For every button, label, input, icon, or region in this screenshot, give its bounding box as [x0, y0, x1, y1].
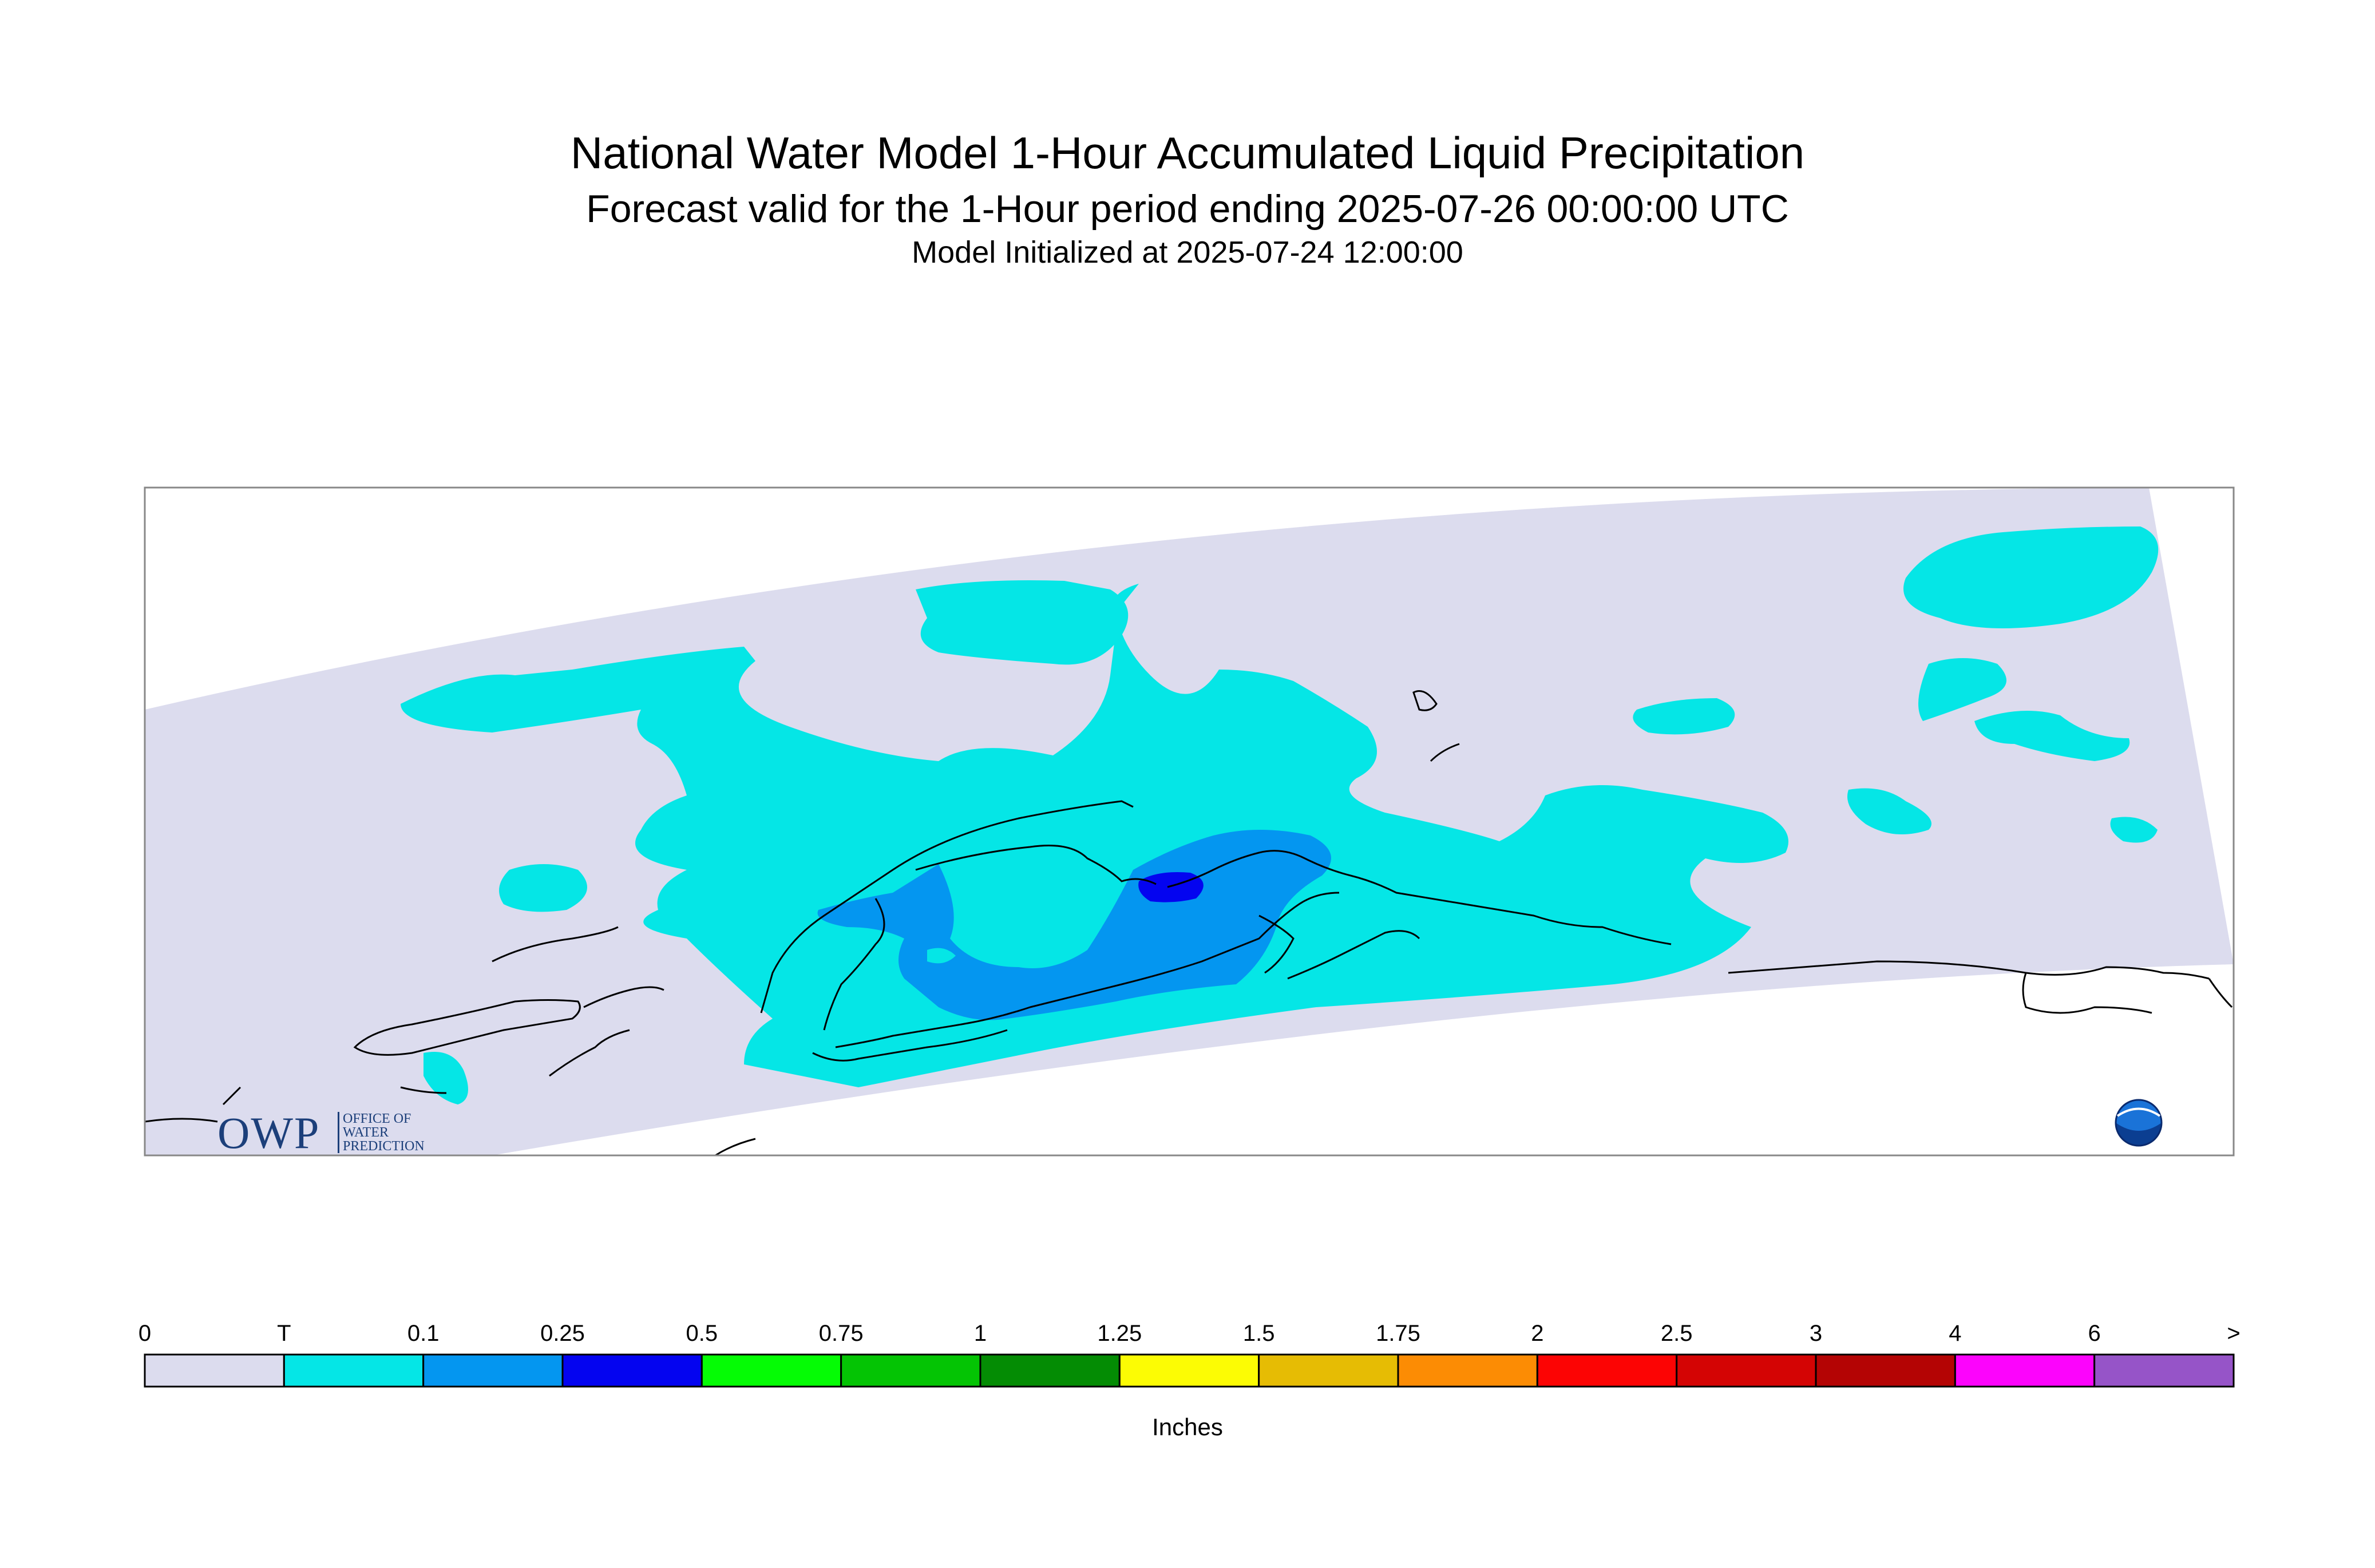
precip-trace-ne-small	[1918, 658, 2006, 721]
model-init-time: Model Initialized at 2025-07-24 12:00:00	[912, 235, 1463, 270]
legend-tick-label: 0.75	[818, 1321, 864, 1346]
legend-tick-label: >	[2227, 1321, 2241, 1346]
legend-swatch	[2093, 1353, 2235, 1388]
legend-swatch	[1815, 1353, 1956, 1388]
owp-logo-line: OFFICE OF	[343, 1111, 411, 1126]
legend-swatch	[422, 1353, 564, 1388]
legend-swatch	[979, 1353, 1121, 1388]
precip-trace-e3	[2110, 817, 2158, 843]
legend-tick-label: 1.75	[1376, 1321, 1420, 1346]
legend-swatch	[1258, 1353, 1399, 1388]
noaa-logo-icon	[2115, 1099, 2163, 1147]
map-subtitle: Forecast valid for the 1-Hour period end…	[586, 187, 1789, 231]
legend-swatch	[283, 1353, 425, 1388]
precip-trace-west	[499, 864, 587, 912]
legend-tick-label: 0.5	[686, 1321, 718, 1346]
owp-logo-text: OWP	[217, 1108, 320, 1158]
owp-logo: OWP OFFICE OF WATER PREDICTION	[217, 1107, 425, 1159]
legend-tick-label: T	[277, 1321, 291, 1346]
legend-swatch	[1118, 1353, 1260, 1388]
precip-trace-ne-large	[1903, 526, 2159, 628]
legend-swatch	[700, 1353, 842, 1388]
legend-swatch	[1676, 1353, 1817, 1388]
legend-swatch	[840, 1353, 981, 1388]
legend-tick-label: 0	[138, 1321, 152, 1346]
legend-tick-label: 2.5	[1660, 1321, 1693, 1346]
legend-swatch	[1397, 1353, 1538, 1388]
coastlines	[145, 690, 2233, 1155]
owp-logo-line: WATER	[343, 1125, 389, 1140]
legend-swatch	[1536, 1353, 1678, 1388]
legend-tick-label: 0.1	[407, 1321, 440, 1346]
legend-tick-label: 1.5	[1242, 1321, 1275, 1346]
legend-tick-label: 0.25	[540, 1321, 585, 1346]
precip-trace-ne-band	[1974, 711, 2130, 761]
precip-trace-main	[401, 584, 1788, 1087]
legend-colorbar	[144, 1353, 2235, 1388]
legend-swatch	[144, 1353, 285, 1388]
precip-trace-e2	[1847, 788, 1931, 834]
owp-logo-line: PREDICTION	[343, 1139, 425, 1154]
map-title: National Water Model 1-Hour Accumulated …	[570, 128, 1805, 178]
precip-trace-e1	[1633, 698, 1735, 735]
precip-trace-sw	[423, 1052, 468, 1104]
legend-units: Inches	[1152, 1413, 1223, 1440]
legend-tick-label: 1.25	[1097, 1321, 1142, 1346]
legend-tick-label: 1	[973, 1321, 987, 1346]
legend-swatch	[561, 1353, 703, 1388]
legend-tick-label: 2	[1531, 1321, 1544, 1346]
map-frame	[144, 486, 2235, 1157]
precip-light-pocket	[927, 948, 956, 964]
precip-trace-north	[916, 580, 1129, 665]
precip-medium	[1138, 872, 1204, 902]
legend-tick-label: 4	[1949, 1321, 1962, 1346]
precip-light	[817, 830, 1331, 1020]
legend-tick-label: 3	[1809, 1321, 1823, 1346]
legend-swatch	[1954, 1353, 2096, 1388]
legend-tick-label: 6	[2088, 1321, 2101, 1346]
